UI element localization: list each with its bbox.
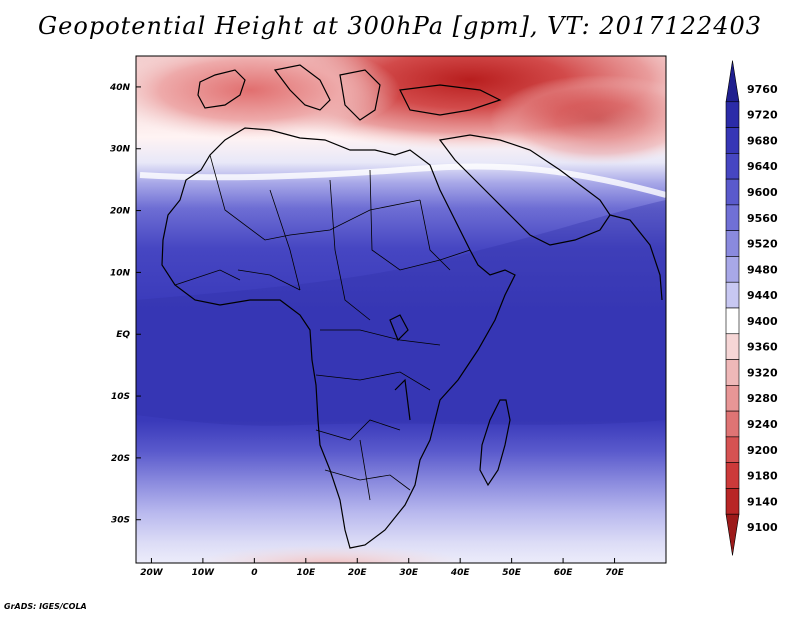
colorbar-label: 9440 — [747, 289, 778, 302]
colorbar-label: 9200 — [747, 444, 778, 457]
lat-tick-label: 20N — [110, 207, 131, 217]
lat-tick-label: 20S — [111, 454, 130, 464]
colorbar-swatch — [725, 513, 740, 556]
lon-tick-label: 20W — [140, 568, 164, 578]
colorbar-label: 9640 — [747, 160, 778, 173]
colorbar-label: 9680 — [747, 134, 778, 147]
lon-tick-label: 60E — [554, 568, 574, 578]
colorbar: 9760 9720 9680 9640 9600 9560 9520 9480 9440 9400… — [725, 60, 778, 556]
lat-tick-label: 40N — [109, 83, 131, 93]
lat-tick-label: 30S — [111, 516, 130, 526]
colorbar-swatch — [725, 333, 740, 360]
colorbar-swatch — [725, 127, 740, 154]
colorbar-swatch — [725, 462, 740, 489]
colorbar-swatch — [725, 307, 740, 335]
colorbar-swatch — [725, 436, 740, 463]
colorbar-swatch — [725, 178, 740, 206]
colorbar-label: 9520 — [747, 238, 778, 251]
colorbar-label: 9100 — [747, 521, 778, 534]
colorbar-label: 9360 — [747, 341, 778, 354]
colorbar-swatch — [725, 281, 740, 309]
colorbar-swatch — [725, 101, 740, 128]
lat-tick-label: 10N — [110, 268, 131, 278]
lon-tick-label: 10W — [192, 568, 216, 578]
lon-tick-label: 10E — [296, 568, 316, 578]
colorbar-swatch — [725, 256, 740, 283]
lon-tick-label: 30E — [399, 568, 419, 578]
colorbar-label: 9560 — [747, 212, 778, 225]
coastlines — [161, 64, 663, 549]
colorbar-label: 9480 — [747, 263, 778, 276]
colorbar-swatch — [725, 359, 740, 386]
lon-tick-label: 0 — [251, 568, 257, 578]
lat-tick-label: EQ — [116, 330, 130, 340]
lat-tick-label: 10S — [111, 392, 130, 402]
map-title: Geopotential Height at 300hPa [gpm], VT:… — [38, 12, 762, 40]
colorbar-swatch — [725, 60, 740, 103]
lon-tick-label: 20E — [348, 568, 368, 578]
colorbar-label: 9760 — [747, 83, 778, 96]
colorbar-swatch — [725, 488, 740, 515]
colorbar-swatch — [725, 204, 740, 231]
country-borders — [174, 154, 471, 501]
colorbar-label: 9600 — [747, 186, 778, 199]
colorbar-swatch — [725, 410, 740, 438]
lon-tick-label: 70E — [605, 568, 625, 578]
colorbar-label: 9400 — [747, 315, 778, 328]
lon-tick-label: 40E — [450, 568, 471, 578]
axis-ticks: 20W 10W 0 10E 20E 30E 40E 50E 60E 70E 40N 30N 20N 10N… — [109, 83, 625, 578]
grads-credit: GrADS: IGES/COLA — [4, 602, 87, 611]
colorbar-label: 9140 — [747, 495, 778, 508]
colorbar-label: 9240 — [747, 418, 778, 431]
lon-tick-label: 50E — [502, 568, 522, 578]
map-frame — [135, 55, 667, 564]
colorbar-label: 9280 — [747, 392, 778, 405]
colorbar-label: 9180 — [747, 470, 778, 483]
colorbar-swatch — [725, 385, 740, 412]
colorbar-swatch — [725, 230, 740, 257]
colorbar-label: 9320 — [747, 366, 778, 379]
colorbar-swatch — [725, 153, 740, 180]
lat-tick-label: 30N — [110, 145, 131, 155]
colorbar-label: 9720 — [747, 109, 778, 122]
